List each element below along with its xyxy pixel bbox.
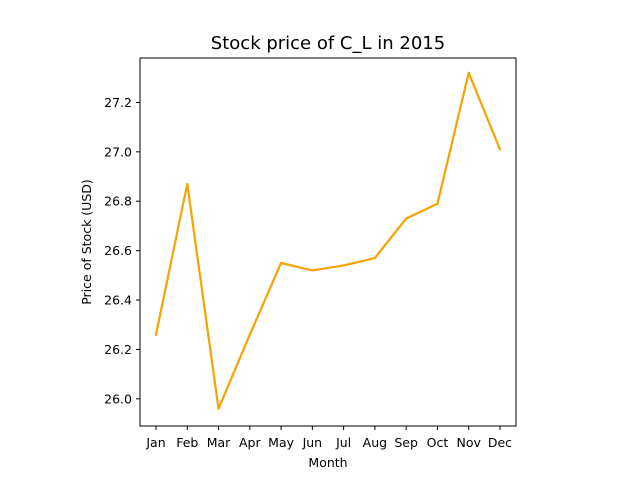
x-tick-label: Jul [335, 435, 351, 450]
data-point [311, 269, 314, 272]
x-tick-label: Apr [239, 435, 261, 450]
data-point [467, 71, 470, 74]
x-tick-label: Nov [456, 435, 481, 450]
data-point [373, 256, 376, 260]
x-axis: Jan Feb Mar Apr May Jun Jul Aug Sep Oct Nov Dec [145, 426, 512, 450]
chart-title: Stock price of C_L in 2015 [211, 33, 445, 54]
data-point [342, 264, 345, 267]
data-point [186, 182, 189, 186]
y-tick-label: 26.4 [104, 293, 132, 308]
y-tick-label: 26.0 [104, 391, 132, 406]
x-tick-label: Aug [363, 435, 387, 450]
x-tick-label: Mar [207, 435, 231, 450]
x-tick-label: Dec [488, 435, 512, 450]
data-point [405, 217, 408, 220]
x-tick-label: Oct [427, 435, 449, 450]
data-point [248, 333, 251, 336]
y-tick-label: 26.8 [104, 194, 132, 209]
data-point [436, 202, 439, 205]
y-axis-label: Price of Stock (USD) [79, 179, 94, 305]
data-point [154, 333, 158, 336]
x-tick-label: Jun [302, 435, 323, 450]
y-tick-label: 27.2 [104, 95, 132, 110]
data-point [217, 407, 220, 410]
plot-area-frame [139, 57, 517, 427]
x-tick-label: Jan [145, 435, 165, 450]
x-tick-label: May [268, 435, 294, 450]
price-series-line [154, 71, 502, 410]
x-tick-label: Feb [176, 435, 198, 450]
data-point [279, 261, 283, 265]
data-point [498, 148, 502, 151]
y-tick-label: 26.6 [104, 243, 132, 258]
y-tick-label: 26.2 [104, 342, 132, 357]
y-axis: 26.0 26.2 26.4 26.6 26.8 27.0 27.2 [104, 95, 140, 406]
y-tick-label: 27.0 [104, 144, 132, 159]
x-axis-label: Month [308, 455, 347, 470]
x-tick-label: Sep [394, 435, 418, 450]
